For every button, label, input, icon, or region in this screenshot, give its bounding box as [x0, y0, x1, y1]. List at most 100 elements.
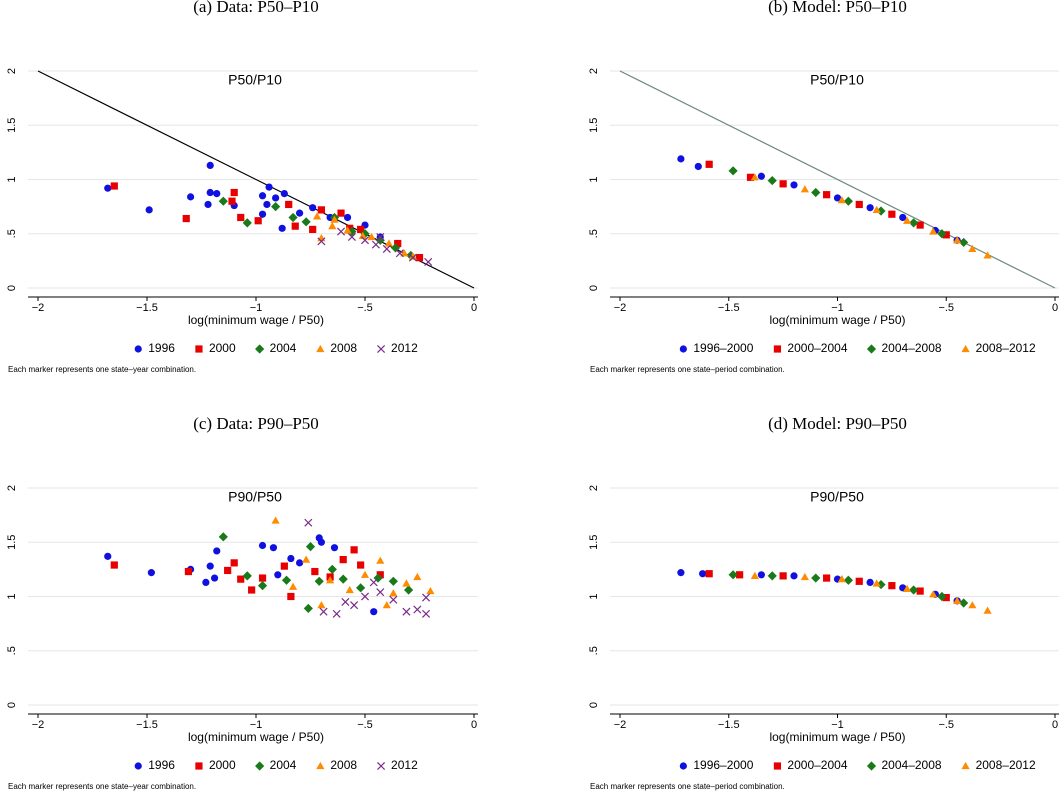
- marker: [305, 541, 316, 552]
- panel-title: (a) Data: P50–P10: [193, 0, 319, 16]
- marker: [258, 210, 267, 218]
- marker: [376, 588, 385, 597]
- marker: [371, 240, 380, 249]
- x-axis-label: log(minimum wage / P50): [188, 730, 324, 744]
- marker: [389, 595, 398, 604]
- marker: [206, 161, 214, 169]
- y-tick-label: 1.5: [6, 118, 18, 133]
- marker: [959, 237, 969, 248]
- note: Each marker represents one state–period …: [590, 782, 785, 791]
- marker: [110, 182, 118, 190]
- marker: [790, 572, 798, 580]
- marker: [728, 166, 738, 176]
- marker: [843, 575, 853, 585]
- marker: [330, 544, 339, 552]
- marker: [278, 224, 286, 232]
- legend-marker: [679, 345, 687, 353]
- marker: [204, 200, 212, 209]
- marker: [388, 576, 398, 586]
- marker: [319, 607, 328, 616]
- inner-label: P90/P50: [228, 489, 282, 505]
- legend-marker: [679, 762, 687, 770]
- marker: [343, 226, 352, 234]
- marker: [350, 601, 359, 610]
- marker: [328, 222, 337, 230]
- legend-label: 2004: [270, 758, 297, 772]
- marker: [237, 575, 245, 583]
- marker: [757, 571, 765, 579]
- marker: [942, 593, 950, 602]
- panel-title: (c) Data: P90–P50: [193, 414, 319, 433]
- x-tick-label: −.5: [938, 302, 954, 314]
- legend-marker: [195, 762, 203, 770]
- marker: [424, 257, 433, 266]
- marker: [213, 190, 221, 198]
- marker: [790, 181, 798, 189]
- y-tick-label: 2: [6, 485, 18, 491]
- marker: [750, 173, 759, 181]
- marker: [888, 210, 896, 218]
- marker: [953, 236, 962, 244]
- marker: [376, 571, 384, 579]
- marker: [357, 225, 365, 234]
- marker: [213, 547, 221, 555]
- marker: [694, 162, 702, 171]
- legend-label: 2012: [391, 758, 418, 772]
- legend-label: 1996–2000: [693, 758, 753, 772]
- marker: [942, 231, 950, 239]
- y-tick-label: 2: [588, 68, 600, 74]
- legend-label: 2004: [270, 341, 297, 355]
- marker: [677, 155, 685, 163]
- y-tick-label: 1.5: [588, 535, 600, 550]
- marker: [677, 569, 685, 577]
- legend-marker: [773, 345, 782, 353]
- x-tick-label: −2: [614, 302, 627, 314]
- x-tick-label: 0: [471, 302, 477, 314]
- marker: [296, 559, 304, 567]
- marker: [767, 571, 777, 581]
- marker: [855, 577, 863, 585]
- marker: [909, 218, 919, 228]
- marker: [384, 239, 394, 247]
- legend-label: 1996: [148, 341, 175, 355]
- marker: [339, 556, 347, 564]
- marker: [332, 609, 341, 618]
- marker: [833, 194, 842, 202]
- marker: [104, 552, 112, 560]
- marker: [309, 225, 317, 234]
- marker: [983, 606, 992, 614]
- marker: [375, 235, 385, 245]
- legend-marker: [134, 762, 142, 770]
- marker: [326, 576, 335, 584]
- marker: [224, 566, 232, 575]
- x-tick-label: −1: [250, 719, 263, 731]
- legend-label: 1996: [148, 758, 175, 772]
- y-tick-label: 1.5: [588, 118, 600, 133]
- note: Each marker represents one state–period …: [590, 365, 785, 374]
- x-tick-label: −2: [32, 302, 45, 314]
- marker: [389, 589, 398, 597]
- y-tick-label: 0: [6, 285, 18, 291]
- marker: [350, 546, 358, 554]
- marker: [309, 204, 317, 212]
- marker: [269, 544, 278, 552]
- marker: [228, 197, 236, 205]
- marker: [337, 209, 345, 217]
- marker: [390, 243, 401, 253]
- marker: [750, 571, 759, 579]
- marker: [408, 252, 418, 260]
- marker: [341, 597, 350, 606]
- note: Each marker represents one state–year co…: [8, 365, 196, 374]
- marker: [303, 603, 313, 614]
- legend-marker: [961, 761, 970, 770]
- marker: [843, 196, 853, 206]
- marker: [182, 214, 190, 223]
- marker: [285, 200, 293, 209]
- marker: [811, 573, 821, 583]
- marker: [206, 188, 214, 197]
- legend-label: 2000: [209, 341, 236, 355]
- y-tick-label: .5: [588, 229, 600, 238]
- x-tick-label: −1.5: [718, 719, 740, 731]
- marker: [346, 224, 354, 232]
- marker: [312, 212, 322, 220]
